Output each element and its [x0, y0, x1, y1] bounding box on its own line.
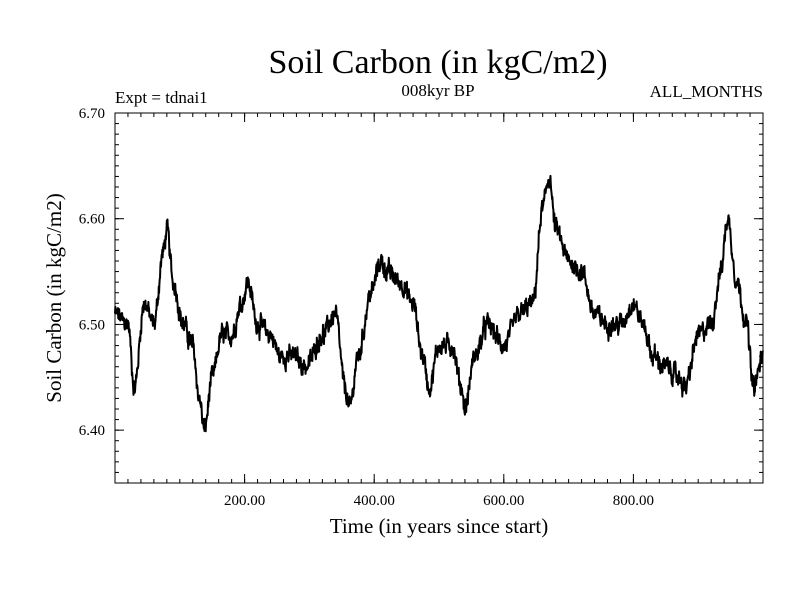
chart-subtitle: 008kyr BP	[401, 81, 474, 100]
y-tick-label: 6.70	[79, 106, 105, 122]
x-tick-label: 600.00	[483, 493, 524, 509]
plot-frame	[114, 112, 764, 484]
experiment-label: Expt = tdnai1	[115, 88, 208, 107]
series-line	[114, 174, 764, 433]
x-tick-label: 400.00	[354, 493, 395, 509]
axes-layer: 200.00 400.00 600.00 800.00 6.40 6.50 6.60 6.70	[79, 106, 763, 509]
x-tick-label: 800.00	[613, 493, 654, 509]
chart-title: Soil Carbon (in kgC/m2)	[268, 44, 607, 81]
x-axis-label: Time (in years since start)	[330, 514, 549, 538]
data-layer	[114, 174, 764, 433]
y-tick-label: 6.50	[79, 317, 105, 333]
period-label: ALL_MONTHS	[650, 82, 763, 101]
y-tick-label: 6.40	[79, 423, 105, 439]
x-tick-label: 200.00	[224, 493, 265, 509]
y-axis-label: Soil Carbon (in kgC/m2)	[42, 193, 66, 402]
y-tick-label: 6.60	[79, 212, 105, 228]
